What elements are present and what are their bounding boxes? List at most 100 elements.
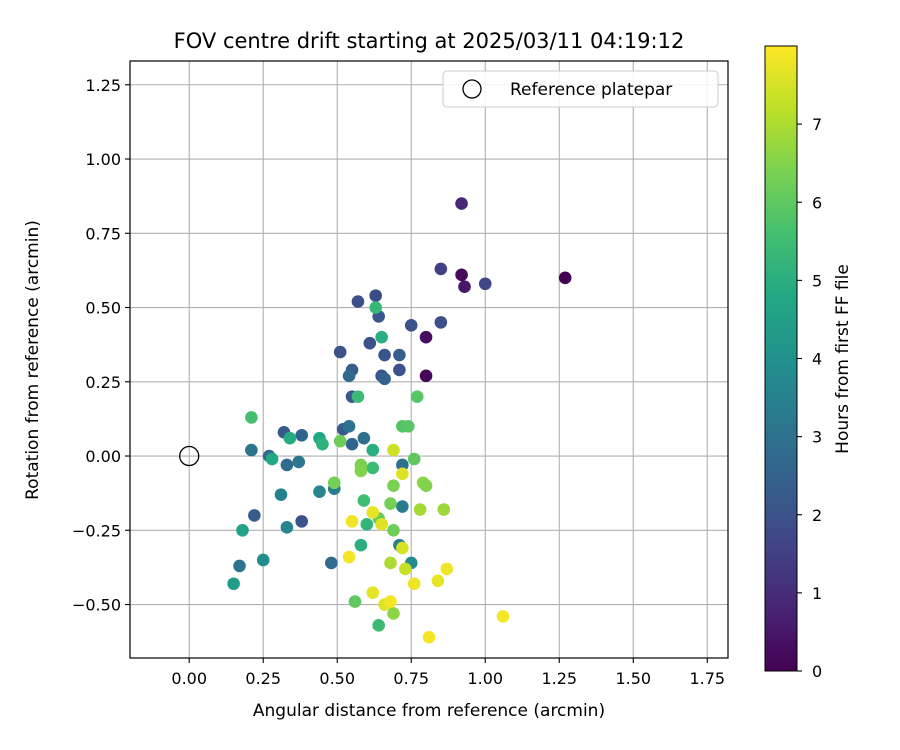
data-point xyxy=(396,541,409,555)
data-point xyxy=(351,295,365,308)
data-point xyxy=(384,595,397,608)
reference-point-marker xyxy=(179,445,200,467)
data-point xyxy=(393,348,406,362)
data-point xyxy=(333,434,347,448)
data-point xyxy=(345,437,359,451)
data-point xyxy=(295,515,309,528)
data-point xyxy=(333,345,347,359)
colorbar-gradient xyxy=(764,45,798,672)
legend-reference-marker xyxy=(462,79,482,99)
data-point xyxy=(378,348,391,362)
data-point xyxy=(455,197,468,210)
data-point xyxy=(366,586,380,599)
data-point xyxy=(236,523,249,537)
y-axis-ticks: −0.50 −0.25 0.00 0.25 0.50 0.75 1.00 1.25 xyxy=(72,76,130,615)
colorbar-ticks: 0 1 2 3 4 5 6 7 xyxy=(797,115,822,681)
data-point xyxy=(440,562,454,576)
y-tick-label: −0.25 xyxy=(72,521,121,540)
data-point xyxy=(369,289,383,302)
data-point xyxy=(401,420,415,433)
data-point xyxy=(357,494,371,507)
data-point xyxy=(387,523,400,537)
data-point xyxy=(384,556,397,570)
colorbar-tick-label: 2 xyxy=(812,506,822,525)
y-tick-label: 0.75 xyxy=(85,224,121,243)
colorbar-tick-label: 0 xyxy=(812,662,822,681)
data-point xyxy=(327,476,341,490)
data-point xyxy=(372,619,385,632)
data-point xyxy=(410,390,424,403)
y-tick-label: 1.00 xyxy=(85,150,121,169)
colorbar-tick-label: 1 xyxy=(812,584,822,603)
data-point xyxy=(369,301,383,314)
data-point xyxy=(325,556,338,570)
data-point xyxy=(407,452,421,466)
data-point xyxy=(280,458,294,472)
colorbar-tick-label: 7 xyxy=(812,115,822,134)
x-tick-label: 1.50 xyxy=(615,669,651,688)
data-point xyxy=(363,336,377,350)
data-point xyxy=(292,455,306,469)
data-point xyxy=(455,268,468,282)
data-point xyxy=(419,330,433,344)
x-tick-label: 0.75 xyxy=(393,669,429,688)
data-point xyxy=(351,390,365,403)
data-point xyxy=(396,467,409,481)
data-point xyxy=(404,319,418,332)
data-points xyxy=(227,197,572,644)
data-point xyxy=(366,461,380,475)
y-tick-label: 0.00 xyxy=(85,447,121,466)
data-point xyxy=(434,316,448,329)
data-point xyxy=(375,518,388,531)
data-point xyxy=(245,411,258,424)
data-point xyxy=(345,515,359,528)
plot-frame xyxy=(129,60,729,659)
data-point xyxy=(393,363,406,377)
data-point xyxy=(378,372,391,386)
data-point xyxy=(407,577,421,591)
y-axis-title: Rotation from reference (arcmin) xyxy=(23,220,43,500)
x-tick-label: 1.00 xyxy=(467,669,503,688)
data-point xyxy=(342,369,356,383)
colorbar-tick-label: 6 xyxy=(812,193,822,212)
data-point xyxy=(437,503,451,516)
x-tick-label: 1.25 xyxy=(541,669,577,688)
data-point xyxy=(375,330,388,344)
data-point xyxy=(387,479,400,493)
y-tick-label: −0.50 xyxy=(72,596,121,615)
data-point xyxy=(396,500,409,513)
legend-box xyxy=(442,70,719,108)
x-tick-label: 0.50 xyxy=(319,669,355,688)
data-point xyxy=(256,553,270,567)
data-point xyxy=(348,595,362,608)
data-point xyxy=(458,280,471,294)
data-point xyxy=(283,431,297,445)
colorbar: 0 1 2 3 4 5 6 7 Hours from first FF file xyxy=(764,45,853,681)
data-point xyxy=(354,464,368,478)
colorbar-tick-label: 5 xyxy=(812,271,822,290)
data-point xyxy=(342,420,356,433)
data-point xyxy=(360,518,374,531)
data-point xyxy=(419,369,433,383)
x-tick-label: 0.25 xyxy=(245,669,281,688)
data-point xyxy=(357,431,371,445)
data-point xyxy=(396,458,409,472)
data-point xyxy=(558,271,572,285)
y-tick-label: 0.25 xyxy=(85,373,121,392)
data-point xyxy=(419,479,433,493)
colorbar-tick-label: 3 xyxy=(812,428,822,447)
data-point xyxy=(431,574,445,588)
chart-title: FOV centre drift starting at 2025/03/11 … xyxy=(174,29,685,53)
data-point xyxy=(342,550,356,564)
legend: Reference platepar xyxy=(442,70,719,108)
data-point xyxy=(422,630,436,644)
data-point xyxy=(434,262,448,276)
data-point xyxy=(387,443,400,457)
data-point xyxy=(413,503,427,516)
data-point xyxy=(245,443,258,457)
data-point xyxy=(399,562,412,576)
data-point xyxy=(387,607,400,620)
grid-lines xyxy=(130,61,728,658)
colorbar-title: Hours from first FF file xyxy=(833,264,853,454)
